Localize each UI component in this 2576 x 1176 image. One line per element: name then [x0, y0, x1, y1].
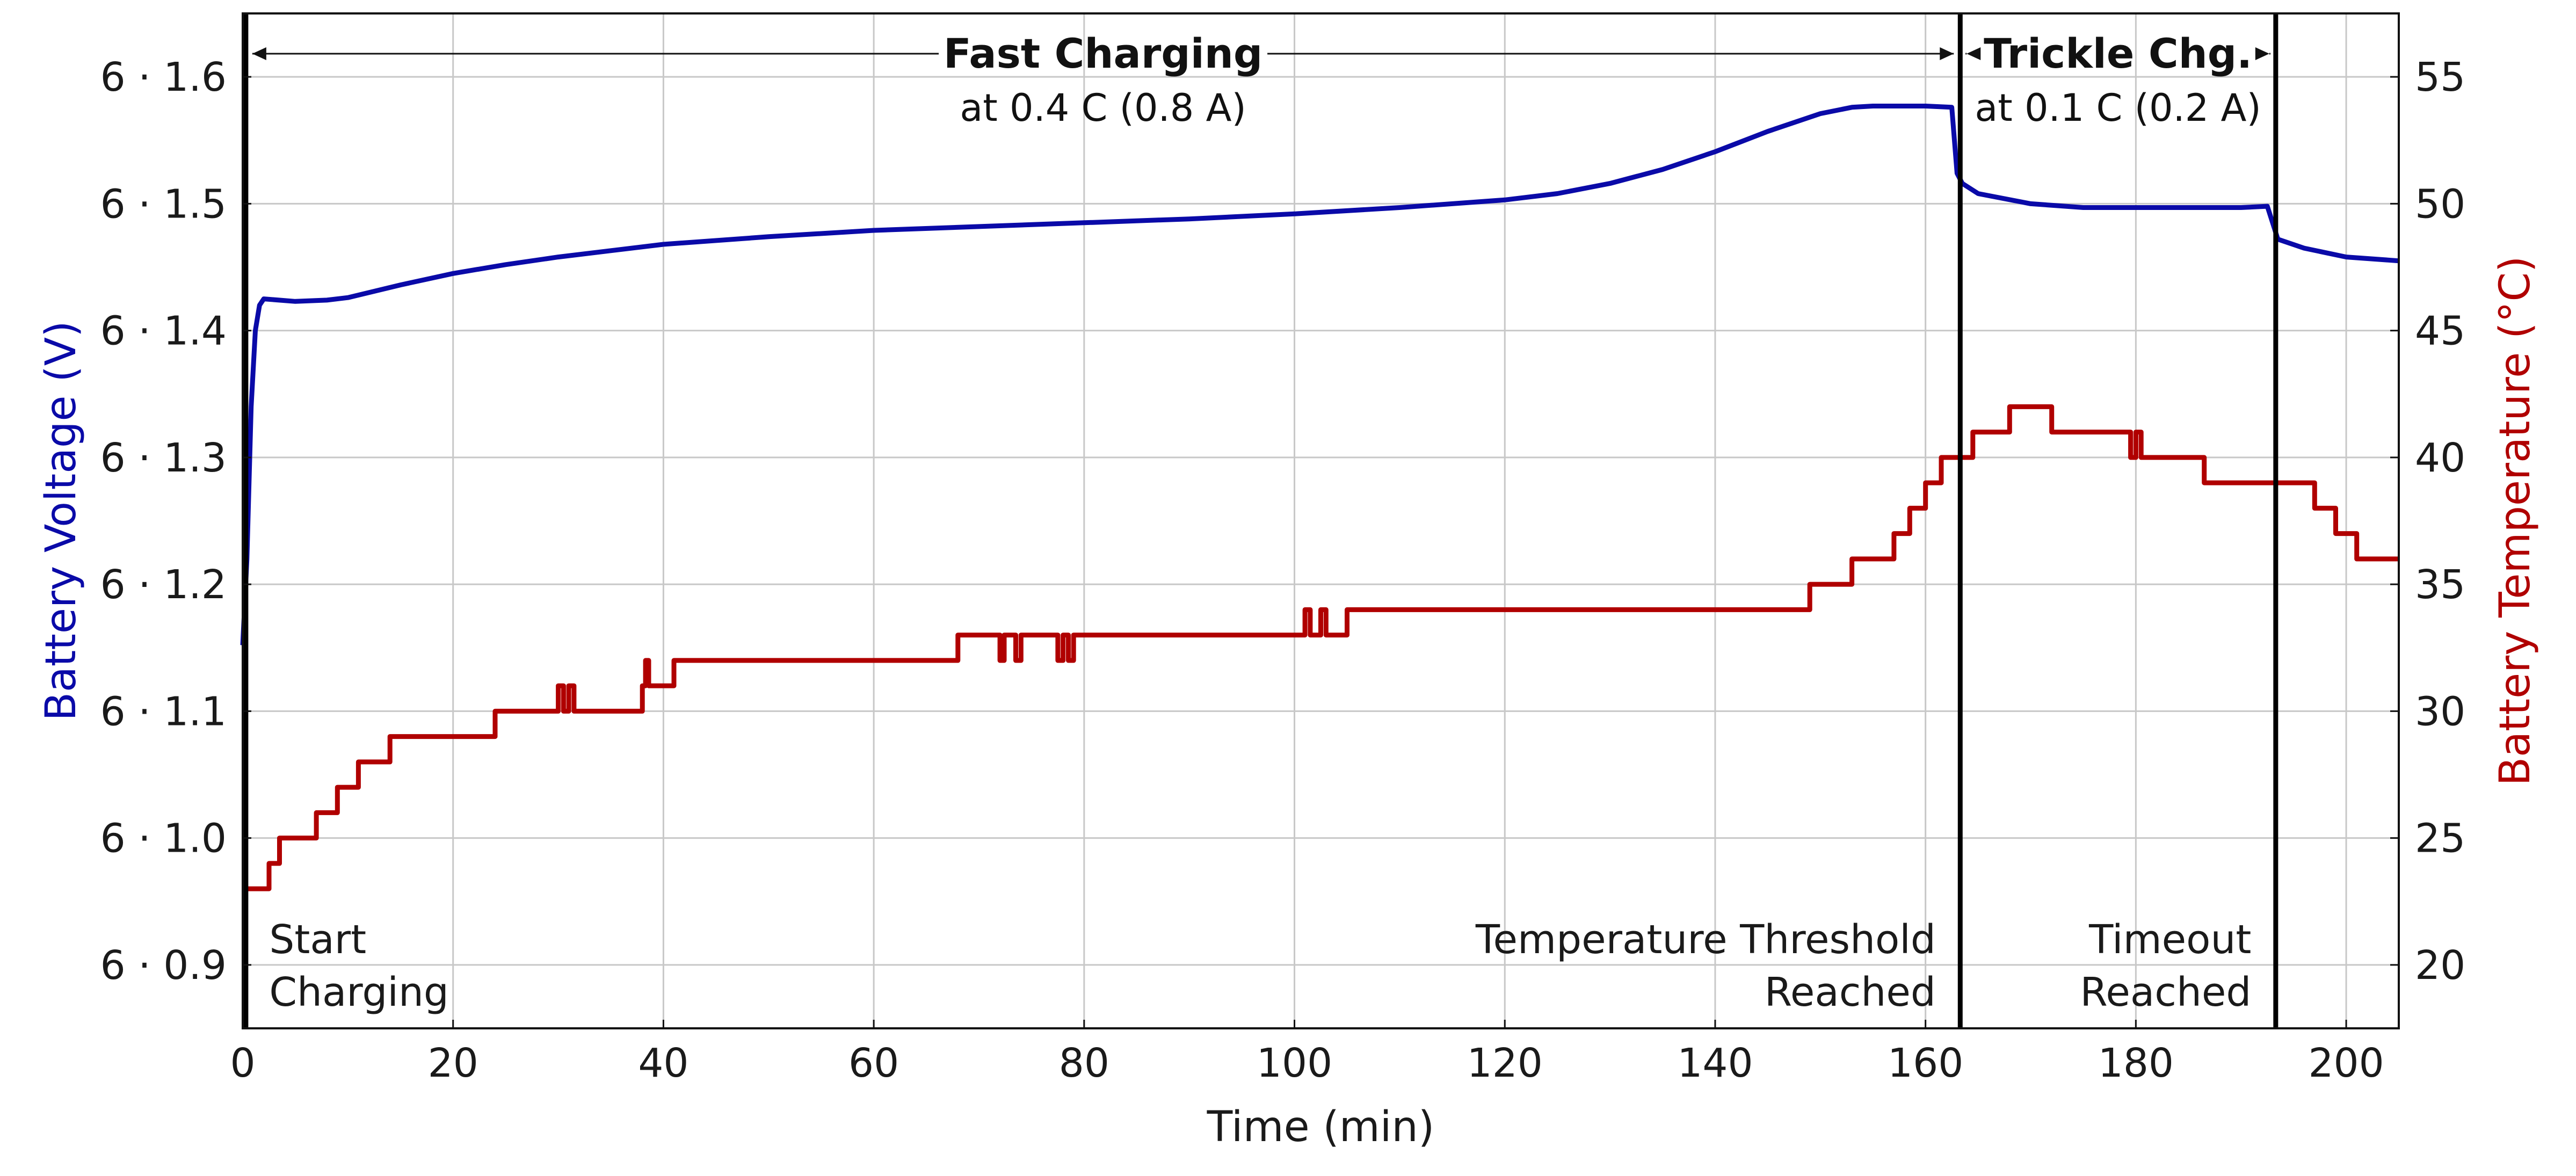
right-tick-label: 40 — [2415, 435, 2465, 481]
phase-subtitle: at 0.1 C (0.2 A) — [1975, 86, 2261, 130]
event-annotation: Start Charging — [269, 917, 448, 1015]
right-tick-label: 20 — [2415, 942, 2465, 989]
phase-annotations: Fast Charging at 0.4 C (0.8 A) Trickle Chg… — [252, 30, 2271, 130]
left-tick-label: 6 · 1.4 — [100, 308, 227, 354]
grid — [242, 13, 2399, 1028]
x-tick-label: 80 — [1059, 1040, 1109, 1086]
phase-arrowhead — [252, 47, 266, 60]
left-tick-label: 6 · 1.0 — [100, 816, 227, 862]
x-tick-label: 120 — [1467, 1040, 1543, 1086]
phase-arrowhead — [1967, 47, 1981, 60]
right-axis-title: Battery Temperature (°C) — [2491, 256, 2539, 786]
phase-boundaries — [243, 13, 2279, 1028]
event-annotation: Timeout Reached — [2080, 917, 2251, 1015]
annotation-line: Start — [269, 917, 366, 963]
x-axis-title: Time (min) — [1207, 1103, 1435, 1151]
x-tick-label: 40 — [638, 1040, 688, 1086]
x-tick-label: 180 — [2098, 1040, 2174, 1086]
temperature-series-line — [243, 404, 2399, 891]
right-tick-label: 35 — [2415, 562, 2465, 608]
x-tick-label: 100 — [1257, 1040, 1332, 1086]
right-tick-label: 25 — [2415, 816, 2465, 862]
x-tick-label: 60 — [848, 1040, 899, 1086]
phase-arrowhead — [1940, 47, 1954, 60]
x-tick-label: 0 — [230, 1040, 255, 1086]
annotation-line: Reached — [1765, 969, 1936, 1015]
x-tick-label: 20 — [428, 1040, 478, 1086]
phase-title: Fast Charging — [944, 30, 1262, 77]
left-tick-label: 6 · 1.5 — [100, 181, 227, 227]
annotation-line: Reached — [2080, 969, 2251, 1015]
series-layer — [240, 104, 2399, 891]
left-tick-label: 6 · 1.3 — [100, 435, 227, 481]
event-annotation: Temperature Threshold Reached — [1475, 917, 1936, 1015]
phase-title: Trickle Chg. — [1984, 30, 2252, 77]
left-tick-label: 6 · 1.2 — [100, 562, 227, 608]
left-tick-label: 6 · 1.6 — [100, 54, 227, 100]
left-tick-label: 6 · 0.9 — [100, 942, 227, 989]
phase-subtitle: at 0.4 C (0.8 A) — [960, 86, 1246, 130]
left-tick-label: 6 · 1.1 — [100, 688, 227, 735]
event-annotations: Start Charging Temperature Threshold Reache… — [269, 917, 2251, 1015]
x-tick-label: 160 — [1888, 1040, 1963, 1086]
left-axis-title: Battery Voltage (V) — [37, 321, 85, 721]
right-tick-label: 30 — [2415, 688, 2465, 735]
right-tick-label: 50 — [2415, 181, 2465, 227]
voltage-series-line — [240, 104, 2399, 645]
x-tick-label: 140 — [1677, 1040, 1753, 1086]
right-tick-label: 55 — [2415, 54, 2465, 100]
annotation-line: Temperature Threshold — [1475, 917, 1936, 963]
annotation-line: Charging — [269, 969, 448, 1015]
ticks: 0 20 40 60 80 100 120 140 160 180 200 6 · 0.9 6 · 1.… — [100, 54, 2466, 1086]
phase-arrowhead — [2255, 47, 2269, 60]
plot-frame — [242, 12, 2400, 1029]
annotation-line: Timeout — [2088, 917, 2251, 963]
x-tick-label: 200 — [2308, 1040, 2384, 1086]
right-tick-label: 45 — [2415, 308, 2465, 354]
